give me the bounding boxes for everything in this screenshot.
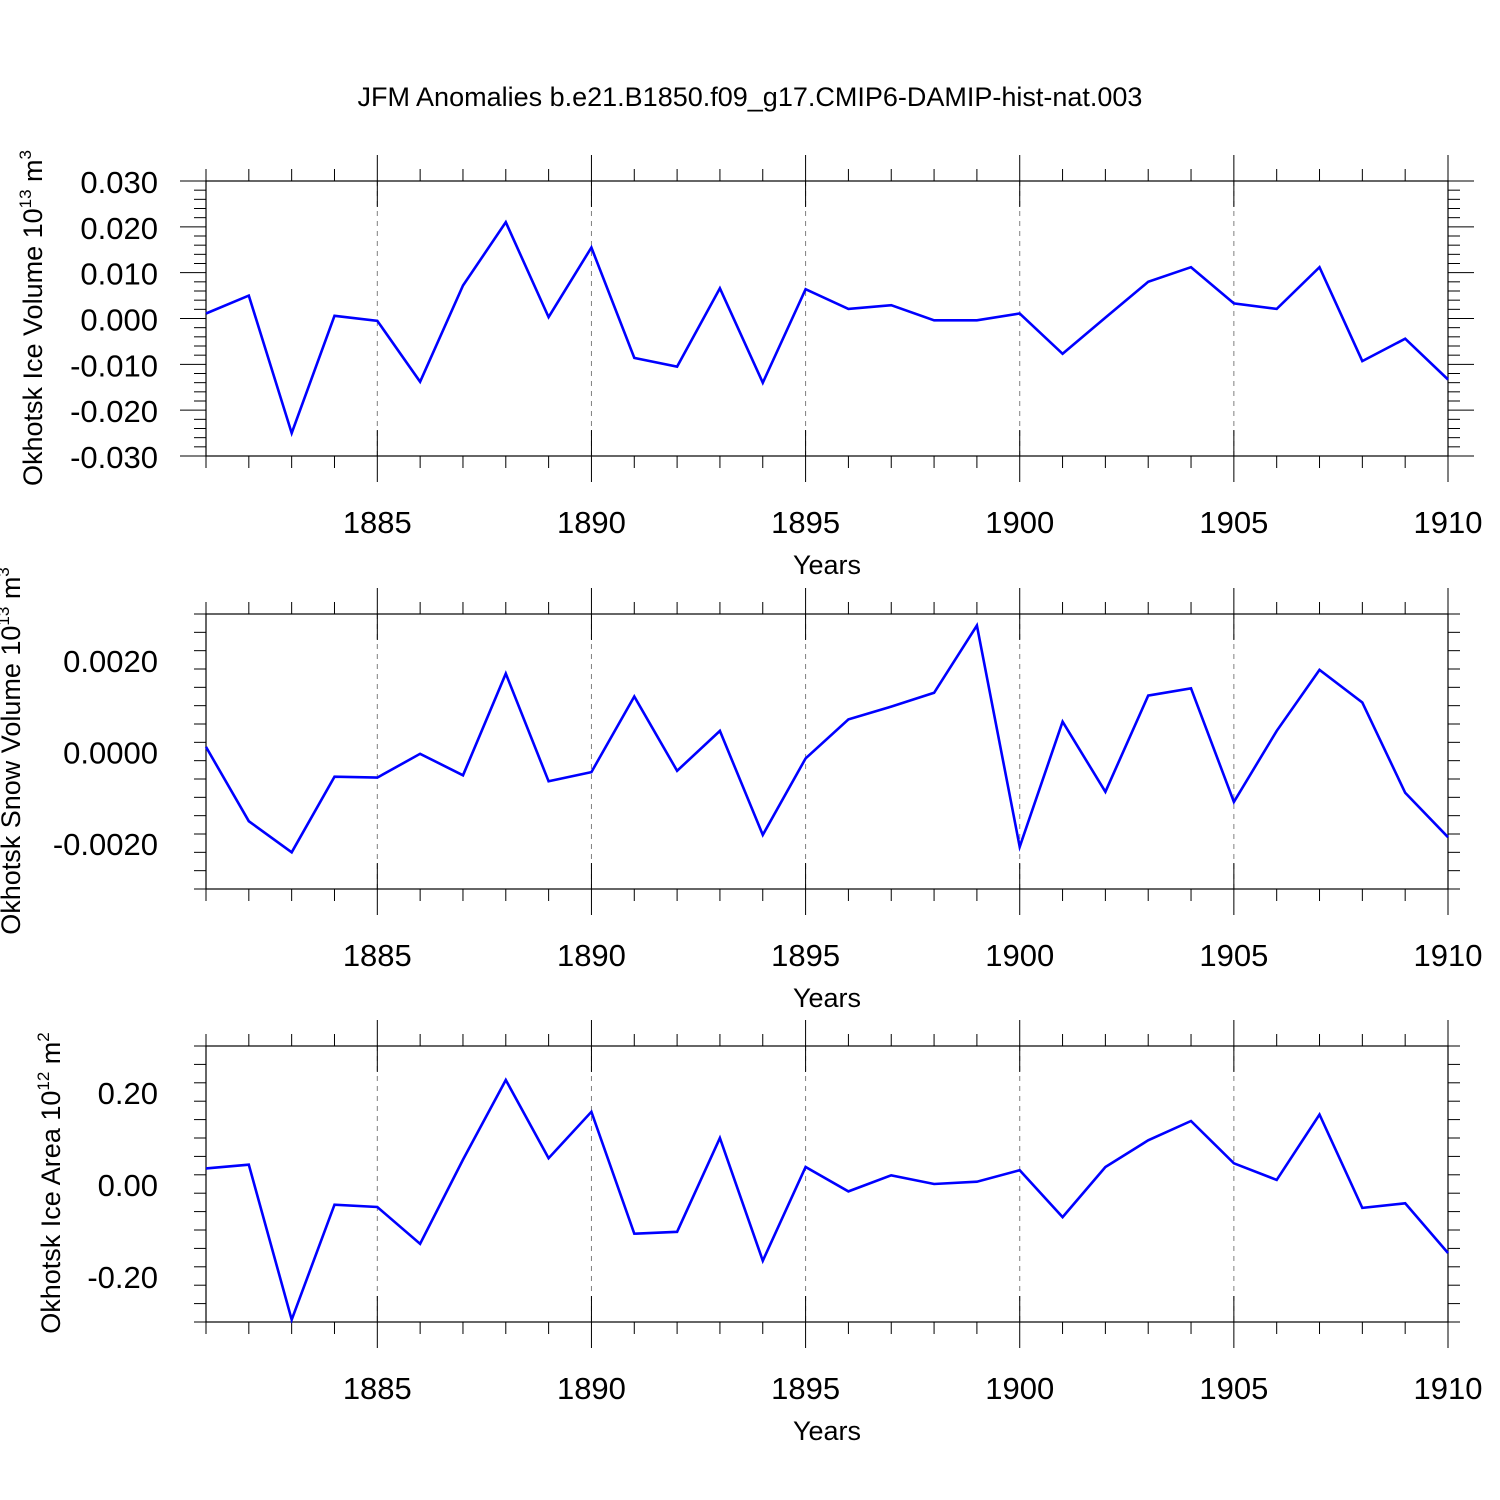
x-tick-label: 1900: [985, 1371, 1054, 1406]
series-line-okhotsk-snow-volume: [204, 622, 1449, 855]
y-tick-label: -0.20: [87, 1260, 158, 1295]
series-line-okhotsk-ice-area: [205, 1077, 1449, 1324]
figure-title: JFM Anomalies b.e21.B1850.f09_g17.CMIP6-…: [358, 82, 1143, 112]
x-axis-label: Years: [793, 1416, 861, 1446]
x-tick-label: 1910: [1414, 505, 1483, 540]
x-tick-label: 1895: [771, 938, 840, 973]
y-tick-label: 0.020: [80, 211, 158, 246]
y-tick-label: 0.20: [98, 1076, 158, 1111]
y-tick-label: -0.030: [70, 440, 158, 475]
x-tick-label: 1890: [557, 938, 626, 973]
y-axis-label: Okhotsk Ice Volume 1013 m3: [16, 150, 48, 486]
x-tick-label: 1890: [557, 505, 626, 540]
y-axis-label-text: m: [0, 577, 26, 607]
y-tick-label: -0.010: [70, 348, 158, 383]
x-tick-label: 1905: [1199, 938, 1268, 973]
plot-frame: [205, 1045, 1449, 1323]
y-tick-label: -0.0020: [53, 827, 158, 862]
panel-3: -0.20 0.00 0.20 1885 1890 1895 1900 1905 1910 Yea…: [34, 1020, 1482, 1446]
y-tick-label: 0.00: [98, 1168, 158, 1203]
y-tick-label: 0.0000: [63, 736, 158, 771]
x-tick-label: 1885: [343, 505, 412, 540]
y-tick-label: 0.010: [80, 257, 158, 292]
y-tick-label: 0.000: [80, 303, 158, 338]
y-tick-label: 0.030: [80, 165, 158, 200]
x-tick-label: 1905: [1199, 1371, 1268, 1406]
panels: -0.030 -0.020 -0.010 0.000 0.010 0.020 0.030 18…: [0, 150, 1482, 1446]
x-tick-label: 1890: [557, 1371, 626, 1406]
y-axis-label-superscript: 3: [16, 150, 35, 159]
x-axis-label: Years: [793, 550, 861, 580]
y-axis-label: Okhotsk Snow Volume 1013 m3: [0, 567, 26, 935]
x-tick-label: 1910: [1414, 1371, 1483, 1406]
y-axis-label-superscript: 2: [34, 1032, 53, 1041]
panel-1: -0.030 -0.020 -0.010 0.000 0.010 0.020 0.030 18…: [16, 150, 1482, 580]
x-tick-label: 1885: [343, 938, 412, 973]
x-axis-label: Years: [793, 983, 861, 1013]
x-tick-label: 1905: [1199, 505, 1268, 540]
y-tick-label: 0.0020: [63, 644, 158, 679]
y-axis-label-superscript: 13: [0, 607, 13, 626]
x-tick-label: 1895: [771, 1371, 840, 1406]
y-axis-label: Okhotsk Ice Area 1012 m2: [34, 1032, 66, 1334]
y-tick-label: -0.020: [70, 394, 158, 429]
panel-2: -0.0020 0.0000 0.0020 1885 1890 1895 1900 1905 1…: [0, 567, 1482, 1013]
y-axis-label-text: Okhotsk Ice Volume 10: [18, 208, 48, 486]
y-axis-label-superscript: 3: [0, 567, 13, 576]
y-axis-label-text: Okhotsk Snow Volume 10: [0, 626, 26, 935]
x-tick-label: 1910: [1414, 938, 1483, 973]
x-tick-label: 1900: [985, 938, 1054, 973]
y-axis-label-superscript: 12: [34, 1072, 53, 1091]
y-axis-label-text: m: [36, 1042, 66, 1072]
x-tick-label: 1895: [771, 505, 840, 540]
y-axis-label-text: Okhotsk Ice Area 10: [36, 1091, 66, 1334]
y-axis-label-superscript: 13: [16, 189, 35, 208]
x-tick-label: 1885: [343, 1371, 412, 1406]
x-tick-label: 1900: [985, 505, 1054, 540]
series-line-okhotsk-ice-volume: [205, 219, 1449, 438]
y-axis-label-text: m: [18, 159, 48, 189]
plot-frame: [205, 613, 1449, 890]
